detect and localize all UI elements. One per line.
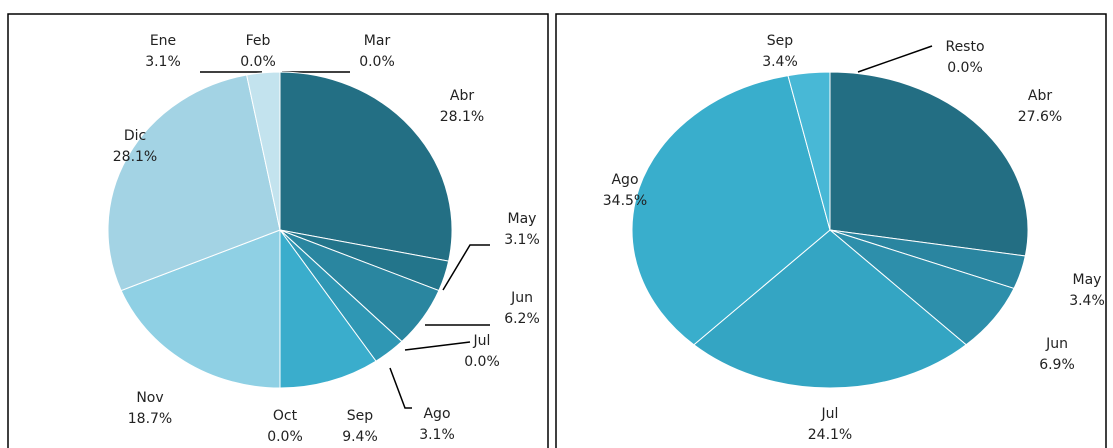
slice-category: Nov bbox=[136, 390, 163, 406]
slice-category: Ene bbox=[150, 33, 176, 49]
slice-value-label: 0.0% bbox=[947, 60, 983, 76]
leader-line bbox=[442, 244, 490, 291]
pie-slice bbox=[631, 75, 831, 346]
pie-slice bbox=[693, 229, 967, 389]
slice-value-label: 0.0% bbox=[240, 54, 276, 70]
pie-slice bbox=[107, 74, 281, 292]
slice-value-label: 18.7% bbox=[128, 411, 172, 427]
slice-category: Jul bbox=[821, 406, 839, 422]
slice-category: Jun bbox=[510, 290, 533, 306]
slice-category: Abr bbox=[450, 88, 474, 104]
slice-category: Dic bbox=[124, 128, 146, 144]
leader-line bbox=[857, 45, 933, 73]
slice-value-label: 34.5% bbox=[603, 193, 647, 209]
slice-value-label: 3.4% bbox=[1069, 293, 1105, 309]
slice-category: May bbox=[1073, 272, 1102, 288]
slice-value-label: 6.2% bbox=[504, 311, 540, 327]
slice-category: May bbox=[508, 211, 537, 227]
slice-value-label: 24.1% bbox=[808, 427, 852, 443]
slice-value-label: 3.1% bbox=[504, 232, 540, 248]
pie-slice bbox=[279, 71, 453, 262]
slice-category: Ago bbox=[611, 172, 638, 188]
slice-value-label: 0.0% bbox=[359, 54, 395, 70]
slice-category: Mar bbox=[364, 33, 391, 49]
pie-slice bbox=[120, 229, 281, 389]
slice-category: Abr bbox=[1028, 88, 1052, 104]
slice-value-label: 3.4% bbox=[762, 54, 798, 70]
leader-line bbox=[389, 367, 412, 409]
pie-slice bbox=[279, 228, 377, 389]
slice-value-label: 3.1% bbox=[419, 427, 455, 443]
slice-value-label: 6.9% bbox=[1039, 357, 1075, 373]
slice-value-label: 28.1% bbox=[113, 149, 157, 165]
slice-value-label: 3.1% bbox=[145, 54, 181, 70]
leader-line bbox=[404, 341, 471, 351]
slice-value-label: 9.4% bbox=[342, 429, 378, 445]
slice-category: Jun bbox=[1045, 336, 1068, 352]
pie-slice bbox=[829, 71, 1029, 257]
slice-category: Sep bbox=[347, 408, 374, 424]
slice-value-label: 0.0% bbox=[267, 429, 303, 445]
slice-category: Oct bbox=[273, 408, 298, 424]
slice-category: Resto bbox=[945, 39, 984, 55]
slice-category: Jul bbox=[473, 333, 491, 349]
slice-category: Feb bbox=[246, 33, 271, 49]
slice-category: Sep bbox=[767, 33, 794, 49]
slice-value-label: 28.1% bbox=[440, 109, 484, 125]
slice-value-label: 0.0% bbox=[464, 354, 500, 370]
slice-category: Ago bbox=[423, 406, 450, 422]
slice-value-label: 27.6% bbox=[1018, 109, 1062, 125]
